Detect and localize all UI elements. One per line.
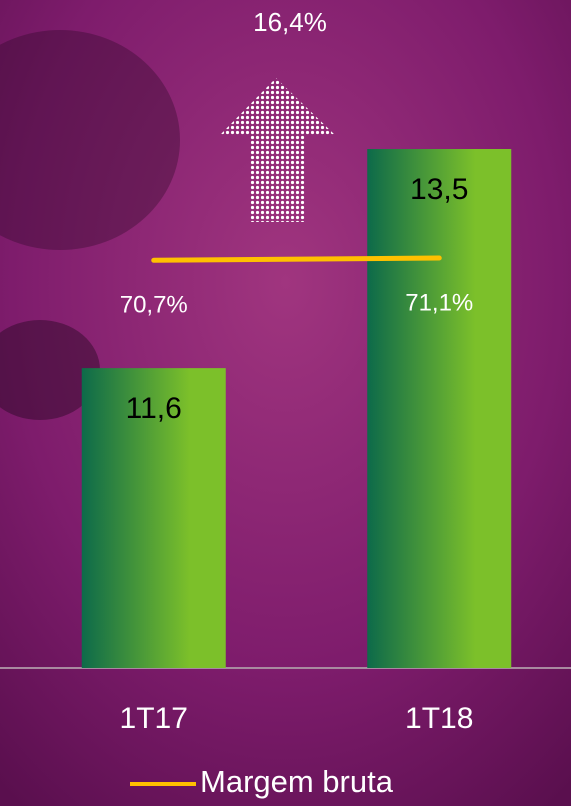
- line: [154, 258, 440, 260]
- data-label: 13,5: [410, 173, 468, 206]
- annotation: 16,4%: [253, 7, 327, 37]
- data-label: 71,1%: [405, 289, 473, 316]
- data-label: 70,7%: [120, 292, 188, 319]
- x-tick-label: 1T18: [405, 702, 473, 735]
- chart: 16,4% Margem bruta 1T17 1T18 11,6 13,5 70,7%…: [0, 0, 571, 806]
- x-tick-label: 1T17: [120, 702, 188, 735]
- legend-label: Margem bruta: [200, 764, 394, 799]
- bar: [367, 149, 511, 668]
- data-label: 11,6: [126, 392, 182, 425]
